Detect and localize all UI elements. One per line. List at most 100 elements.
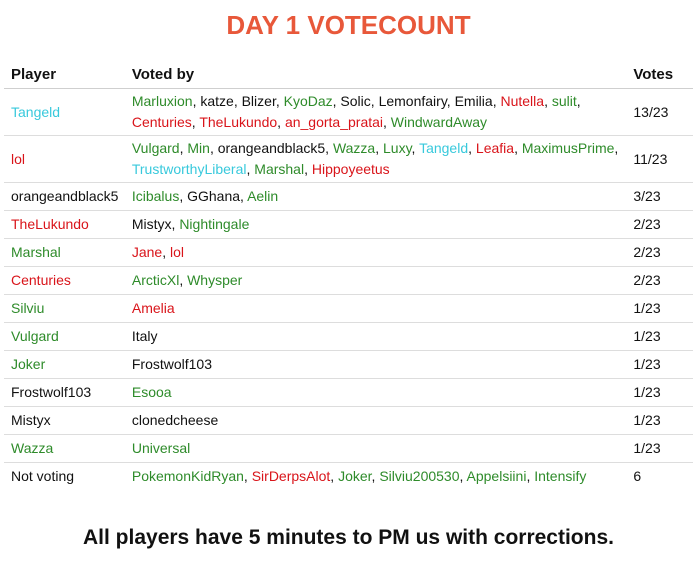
voter-separator: , [375,140,383,156]
voter-name: Nightingale [179,216,250,232]
voter-name: ArcticXl [131,272,180,288]
voter-name: Aelin [247,188,279,204]
header-player: Player [4,60,125,89]
voter-name: WindwardAway [390,114,488,130]
player-name: Frostwolf103 [4,378,125,407]
vote-count: 2/23 [624,238,693,267]
player-name: Vulgard [4,322,125,351]
voter-name: Icibalus [131,188,180,204]
voter-separator: , [383,114,391,130]
voter-name: Min [187,140,210,156]
voter-name: Mistyx [131,216,172,232]
voter-name: Amelia [131,300,175,316]
voter-name: SirDerpsAlot [251,468,331,484]
voter-separator: , [209,140,218,156]
voter-separator: , [370,93,379,109]
player-name: Tangeld [4,88,125,136]
vote-count: 6 [633,468,642,484]
voter-name: Vulgard [131,140,180,156]
table-row: Mistyx clonedcheese 1/23 [4,406,693,435]
voted-by-cell: PokemonKidRyan, SirDerpsAlot, Joker, Sil… [125,463,625,491]
player-name: Mistyx [4,406,125,435]
voter-separator: , [459,468,467,484]
voter-separator: , [191,114,200,130]
player-name: Centuries [4,266,125,295]
voter-name: Marluxion [131,93,193,109]
voter-name: lol [170,244,185,260]
voter-separator: , [411,140,420,156]
voter-separator: , [179,140,188,156]
voted-by-cell: Icibalus, GGhana, Aelin [124,182,625,211]
voter-name: orangeandblack5 [217,140,326,156]
voter-separator: , [162,244,170,260]
voter-separator: , [330,468,339,484]
voter-name: Wazza [332,140,376,156]
voter-name: Centuries [131,114,192,130]
voter-separator: , [614,140,619,156]
player-name: orangeandblack5 [4,182,125,211]
player-name: Not voting [11,468,75,484]
voter-separator: , [233,93,242,109]
voter-separator: , [468,140,476,156]
player-name: Joker [4,350,125,379]
voter-name: Silviu200530 [379,468,460,484]
voter-name: Nutella [500,93,545,109]
vote-count: 13/23 [624,88,693,136]
table-row: Marshal Jane, lol 2/23 [4,238,693,267]
voter-separator: , [544,93,552,109]
voter-separator: , [371,468,380,484]
voted-by-cell: Vulgard, Min, orangeandblack5, Wazza, Lu… [124,135,625,183]
page-title: DAY 1 VOTECOUNT [226,10,471,40]
player-name: TheLukundo [4,210,125,239]
voter-separator: , [446,93,455,109]
voter-separator: , [192,93,201,109]
voter-name: Jane [131,244,163,260]
vote-count: 1/23 [624,434,693,463]
voter-name: Solic [340,93,371,109]
voter-separator: , [179,272,188,288]
voter-name: sulit [551,93,577,109]
vote-count: 2/23 [624,210,693,239]
voter-name: katze [200,93,234,109]
voter-separator: , [243,468,252,484]
vote-count: 1/23 [624,378,693,407]
voter-name: TrustworthyLiberal [131,161,247,177]
voter-separator: , [246,161,255,177]
voted-by-cell: ArcticXl, Whysper [124,266,625,295]
table-row: lol Vulgard, Min, orangeandblack5, Wazza,… [4,135,693,183]
voted-by-cell: clonedcheese [124,406,625,435]
vote-count: 2/23 [624,266,693,295]
voted-by-cell: Amelia [124,294,625,323]
table-row: Not voting PokemonKidRyan, SirDerpsAlot, … [4,463,693,491]
voted-by-cell: Universal [124,434,625,463]
voter-name: TheLukundo [199,114,278,130]
table-row: orangeandblack5 Icibalus, GGhana, Aelin 3/… [4,182,693,211]
voter-separator: , [325,140,333,156]
table-row: TheLukundo Mistyx, Nightingale 2/23 [4,210,693,239]
voter-separator: , [240,188,248,204]
voter-name: Lemonfairy [378,93,447,109]
voted-by-cell: Esooa [124,378,625,407]
voted-by-cell: Italy [124,322,625,351]
voter-name: Emilia [454,93,493,109]
player-name: Marshal [4,238,125,267]
voter-name: Italy [131,328,158,344]
voter-name: Blizer [241,93,276,109]
table-header-row: Player Voted by Votes [4,60,693,89]
voter-name: MaximusPrime [521,140,615,156]
voter-name: Tangeld [419,140,469,156]
player-name: Wazza [4,434,125,463]
voter-name: PokemonKidRyan [131,468,244,484]
voter-name: Luxy [383,140,412,156]
voter-name: Marshal [254,161,305,177]
voter-name: Universal [131,440,191,456]
voter-separator: , [277,114,285,130]
voter-separator: , [179,188,188,204]
voted-by-cell: Marluxion, katze, Blizer, KyoDaz, Solic,… [124,88,625,136]
voter-name: GGhana [187,188,241,204]
vote-count: 1/23 [624,322,693,351]
table-row: Vulgard Italy 1/23 [4,322,693,351]
table-row: Centuries ArcticXl, Whysper 2/23 [4,266,693,295]
header-voted-by: Voted by [124,60,625,89]
